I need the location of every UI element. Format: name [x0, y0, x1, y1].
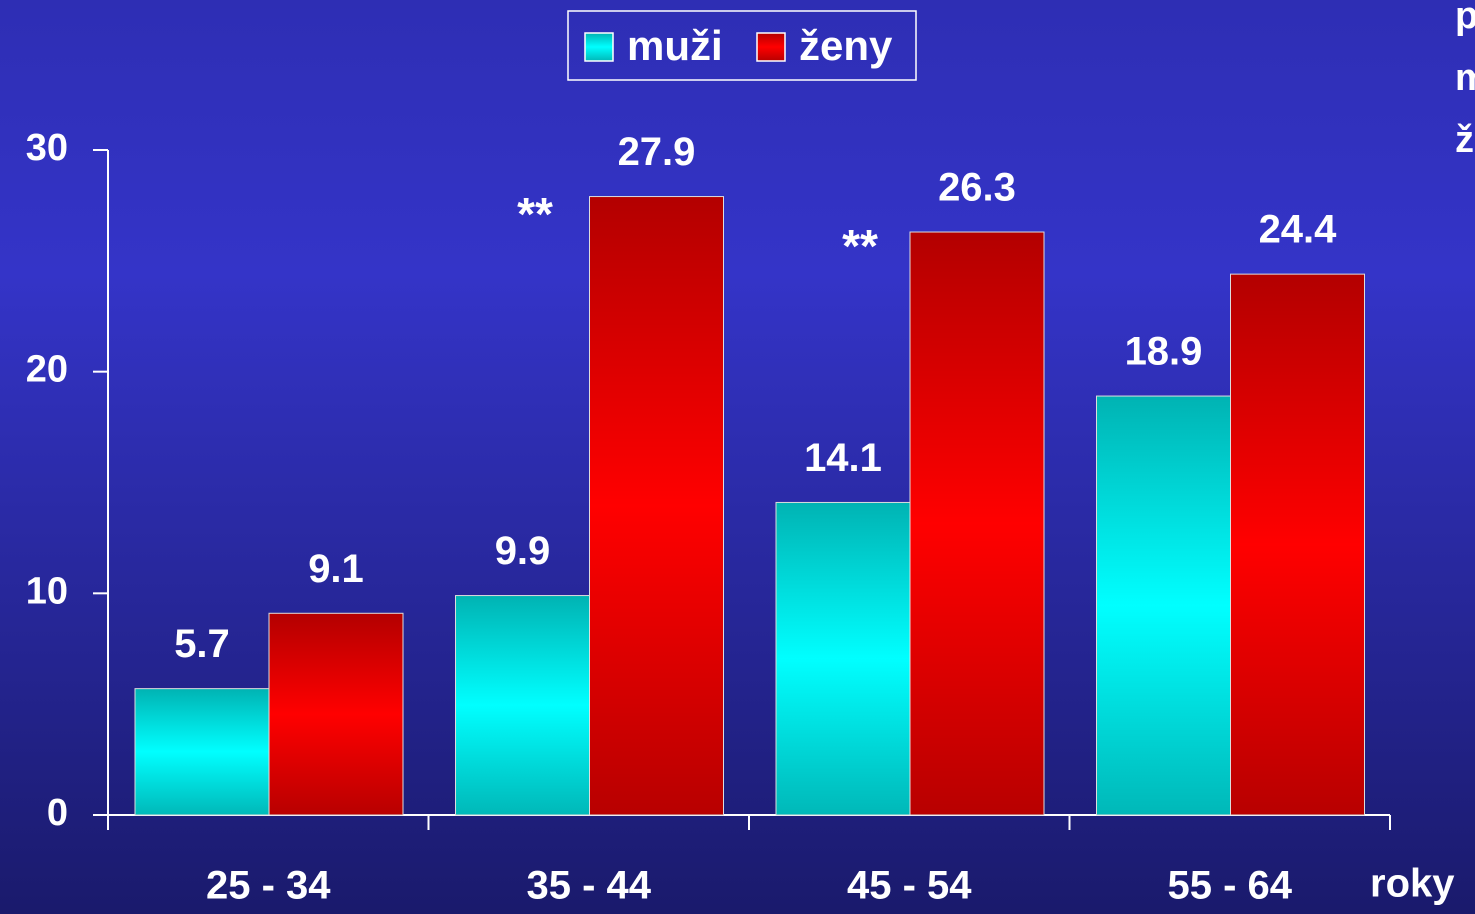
- bar: [268, 612, 404, 816]
- bar: [455, 595, 590, 816]
- value-label: 26.3: [938, 166, 1016, 210]
- value-label: 9.1: [308, 547, 364, 591]
- bar: [1230, 273, 1365, 816]
- y-tick-label: 0: [47, 792, 68, 834]
- value-label: 9.9: [495, 529, 551, 573]
- legend-swatch: [756, 32, 786, 62]
- side-text: m: [1455, 57, 1475, 99]
- bar: [1096, 395, 1231, 816]
- value-label: 5.7: [174, 622, 230, 666]
- value-label: 27.9: [618, 130, 696, 174]
- annotation: **: [517, 188, 553, 240]
- legend-swatch: [584, 32, 614, 62]
- y-tick-label: 20: [26, 349, 68, 391]
- x-tick-label: 25 - 34: [206, 864, 331, 908]
- value-label: 14.1: [804, 436, 882, 480]
- bar: [775, 501, 911, 816]
- x-tick-label: 35 - 44: [526, 864, 651, 908]
- y-tick-label: 30: [26, 127, 68, 169]
- x-tick-label: 55 - 64: [1167, 864, 1292, 908]
- y-tick-label: 10: [26, 570, 68, 612]
- bar: [589, 196, 724, 816]
- side-text: p: [1455, 0, 1475, 37]
- legend-label: muži: [627, 22, 723, 69]
- x-axis-label: roky: [1370, 862, 1455, 906]
- bar: [909, 231, 1045, 816]
- legend-label: ženy: [799, 22, 893, 69]
- legend-box: [567, 10, 917, 81]
- bar: [134, 688, 270, 816]
- side-text: ž: [1455, 119, 1474, 161]
- value-label: 18.9: [1125, 330, 1203, 374]
- annotation: **: [842, 220, 878, 272]
- value-label: 24.4: [1259, 208, 1338, 252]
- x-tick-label: 45 - 54: [847, 864, 972, 908]
